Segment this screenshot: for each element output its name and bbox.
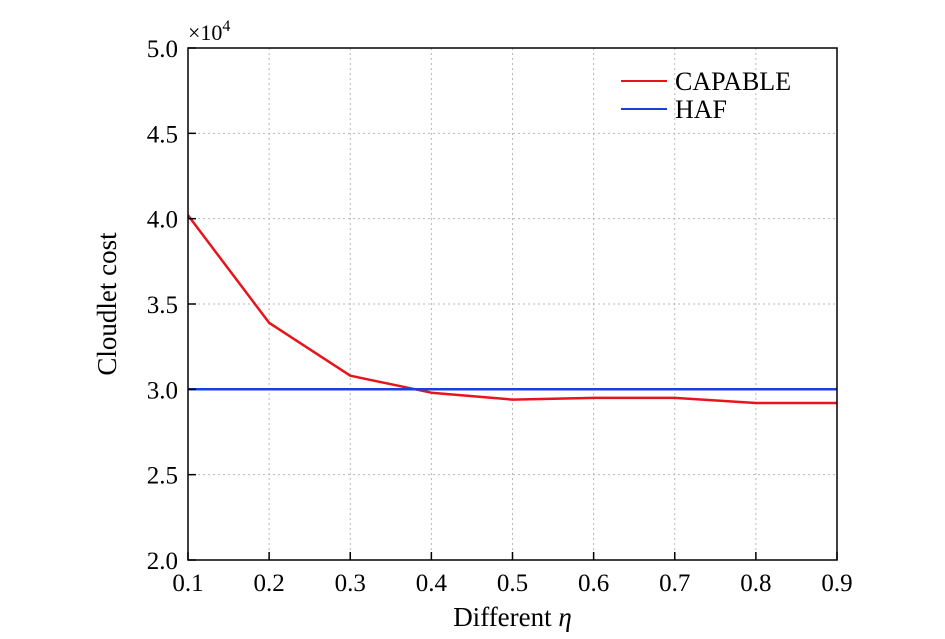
x-tick-label: 0.7 bbox=[659, 570, 690, 597]
series-lines bbox=[187, 214, 837, 405]
y-tick-label: 2.0 bbox=[147, 548, 178, 575]
y-axis-label: Cloudlet cost bbox=[92, 232, 122, 376]
y-tick-label: 5.0 bbox=[147, 36, 178, 63]
y-tick-label: 2.5 bbox=[147, 463, 178, 490]
y-tick-label: 4.0 bbox=[147, 207, 178, 234]
y-tick-label: 4.5 bbox=[147, 121, 178, 148]
y-tick-label: 3.5 bbox=[147, 292, 178, 319]
x-tick-label: 0.5 bbox=[497, 570, 528, 597]
x-tick-label: 0.8 bbox=[740, 570, 771, 597]
grid-lines bbox=[188, 48, 837, 560]
x-tick-label: 0.2 bbox=[254, 570, 285, 597]
legend-label-capable: CAPABLE bbox=[675, 67, 791, 96]
x-tick-labels: 0.1 0.2 0.3 0.4 0.5 0.6 0.7 0.8 0.9 bbox=[172, 570, 852, 597]
x-tick-label: 0.6 bbox=[578, 570, 609, 597]
y-tick-label: 3.0 bbox=[147, 377, 178, 404]
x-tick-label: 0.1 bbox=[172, 570, 203, 597]
x-tick-label: 0.3 bbox=[335, 570, 366, 597]
x-tick-label: 0.4 bbox=[416, 570, 448, 597]
x-tick-label: 0.9 bbox=[821, 570, 852, 597]
x-axis-label: Different η bbox=[453, 602, 572, 632]
y-axis-multiplier: ×104 bbox=[188, 18, 230, 45]
y-tick-labels: 2.0 2.5 3.0 3.5 4.0 4.5 5.0 bbox=[147, 36, 178, 575]
legend-label-haf: HAF bbox=[675, 95, 727, 124]
axis-ticks bbox=[187, 47, 838, 561]
series-line-capable bbox=[187, 214, 837, 405]
